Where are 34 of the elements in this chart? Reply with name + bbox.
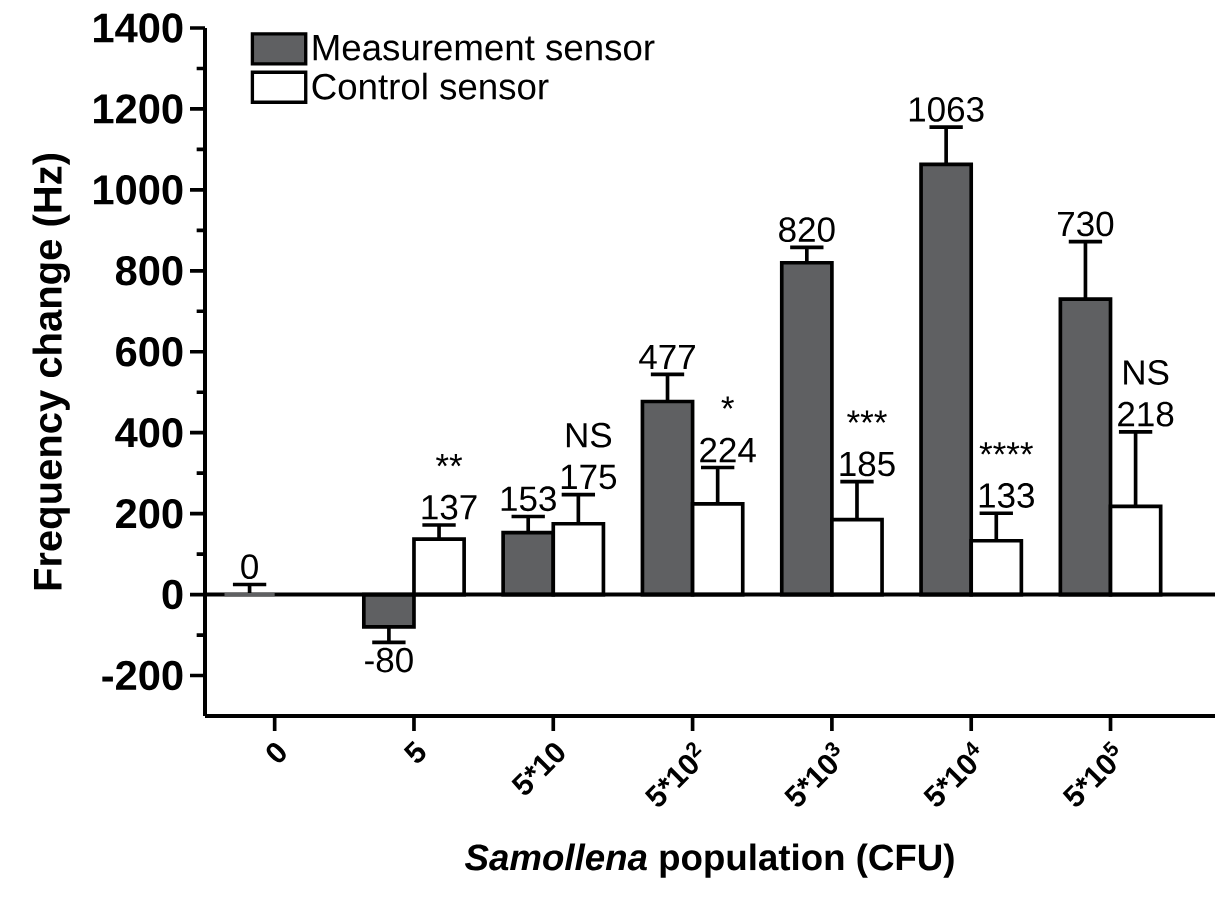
data-label: 0 (241, 554, 258, 580)
y-tick-label: 600 (116, 337, 183, 367)
y-tick-label: 400 (115, 417, 183, 448)
data-label: 477 (639, 345, 695, 370)
annotation: * (721, 396, 734, 409)
data-label: 218 (1118, 401, 1174, 427)
legend-label: Control sensor (312, 72, 549, 100)
annotation: ** (436, 453, 463, 467)
x-tick-label: 5 (403, 740, 426, 763)
y-tick-label: 0 (162, 579, 183, 610)
annotation: NS (566, 422, 612, 448)
annotation: NS (1124, 360, 1169, 385)
annotation: *** (847, 410, 887, 423)
x-axis-title: Samollena population (CFU) (464, 843, 954, 878)
data-label: 730 (1058, 211, 1114, 237)
data-label: 133 (979, 483, 1034, 508)
y-axis-title: Frequency change (Hz) (32, 154, 70, 590)
annotation: **** (979, 442, 1033, 455)
y-tick-label: 800 (115, 256, 183, 286)
data-label: 175 (561, 464, 617, 490)
legend-label: Measurement sensor (313, 35, 655, 61)
data-label: 137 (422, 494, 477, 520)
data-label: 153 (501, 486, 556, 512)
y-tick-label: -200 (102, 660, 183, 691)
data-label: 185 (840, 451, 895, 477)
data-label: 1063 (909, 97, 984, 122)
x-tick-label: 0 (266, 743, 286, 763)
y-tick-label: 1400 (94, 13, 183, 43)
data-label: 820 (779, 217, 835, 242)
y-tick-label: 200 (116, 498, 183, 529)
y-tick-label: 1000 (94, 175, 183, 205)
data-label: 224 (700, 437, 756, 463)
data-label: -80 (365, 647, 413, 673)
y-tick-label: 1200 (94, 94, 183, 124)
